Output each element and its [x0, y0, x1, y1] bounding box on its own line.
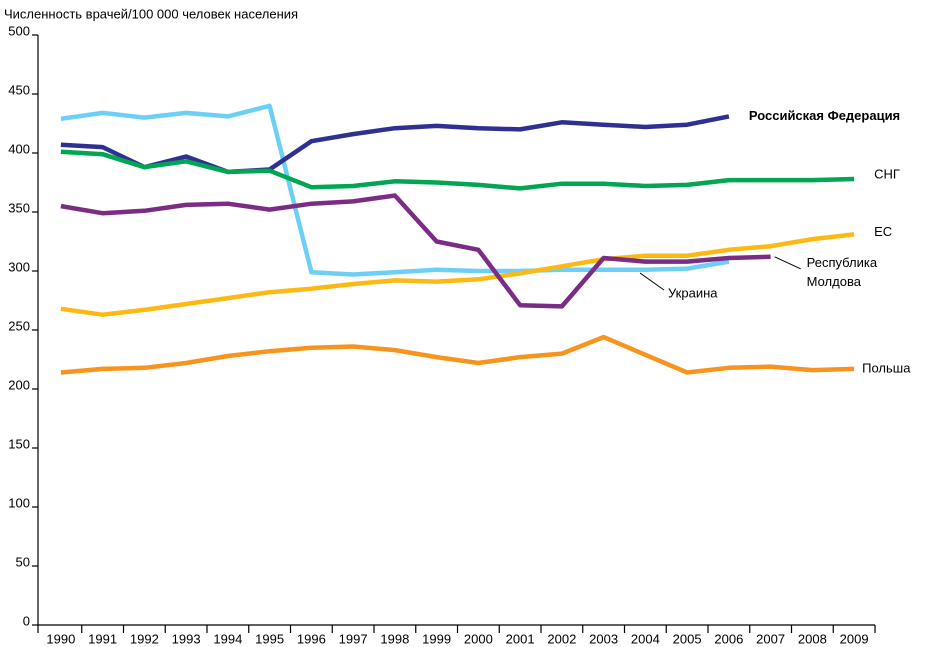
y-tick-label: 400	[8, 141, 30, 156]
x-tick-label: 1999	[422, 631, 451, 646]
x-tick-label: 1998	[380, 631, 409, 646]
x-tick-label: 2007	[756, 631, 785, 646]
x-tick-label: 2000	[464, 631, 493, 646]
y-tick-label: 0	[23, 613, 30, 628]
x-tick-label: 2005	[673, 631, 702, 646]
x-tick-label: 1991	[88, 631, 117, 646]
series-line	[60, 232, 855, 317]
x-tick-label: 2008	[798, 631, 827, 646]
x-tick-label: 1990	[46, 631, 75, 646]
x-tick-label: 2002	[547, 631, 576, 646]
series-label: ЕС	[874, 224, 892, 239]
series-line	[60, 193, 771, 309]
series-line	[60, 334, 855, 375]
series-label: Республика Молдова	[807, 255, 878, 289]
y-tick-label: 450	[8, 82, 30, 97]
x-tick-label: 1992	[130, 631, 159, 646]
leader-line	[774, 256, 801, 270]
x-tick-label: 1995	[255, 631, 284, 646]
series-label-line: Республика	[807, 255, 878, 270]
series-label: Польша	[862, 360, 911, 375]
x-tick-label: 1997	[339, 631, 368, 646]
x-tick-label: 2009	[840, 631, 869, 646]
y-tick-label: 50	[16, 554, 30, 569]
series-line	[60, 103, 730, 277]
x-tick-label: 2004	[631, 631, 660, 646]
y-tick-label: 100	[8, 495, 30, 510]
series-label: СНГ	[874, 166, 900, 181]
series-line	[60, 114, 730, 175]
y-tick-label: 200	[8, 377, 30, 392]
y-tick-label: 150	[8, 436, 30, 451]
x-tick-label: 1993	[172, 631, 201, 646]
series-label: Украина	[668, 285, 718, 300]
x-tick-label: 2003	[589, 631, 618, 646]
x-tick-label: 2006	[714, 631, 743, 646]
x-tick-label: 2001	[506, 631, 535, 646]
series-label-line: Молдова	[807, 274, 862, 289]
x-tick-label: 1994	[213, 631, 242, 646]
series-label: Российская Федерация	[749, 108, 900, 123]
leader-line	[639, 272, 665, 291]
y-tick-label: 300	[8, 259, 30, 274]
y-axis-label: Численность врачей/100 000 человек насел…	[4, 6, 298, 21]
y-tick-label: 500	[8, 23, 30, 38]
x-tick-label: 1996	[297, 631, 326, 646]
series-line	[60, 149, 855, 191]
y-tick-label: 250	[8, 318, 30, 333]
y-tick-label: 350	[8, 200, 30, 215]
